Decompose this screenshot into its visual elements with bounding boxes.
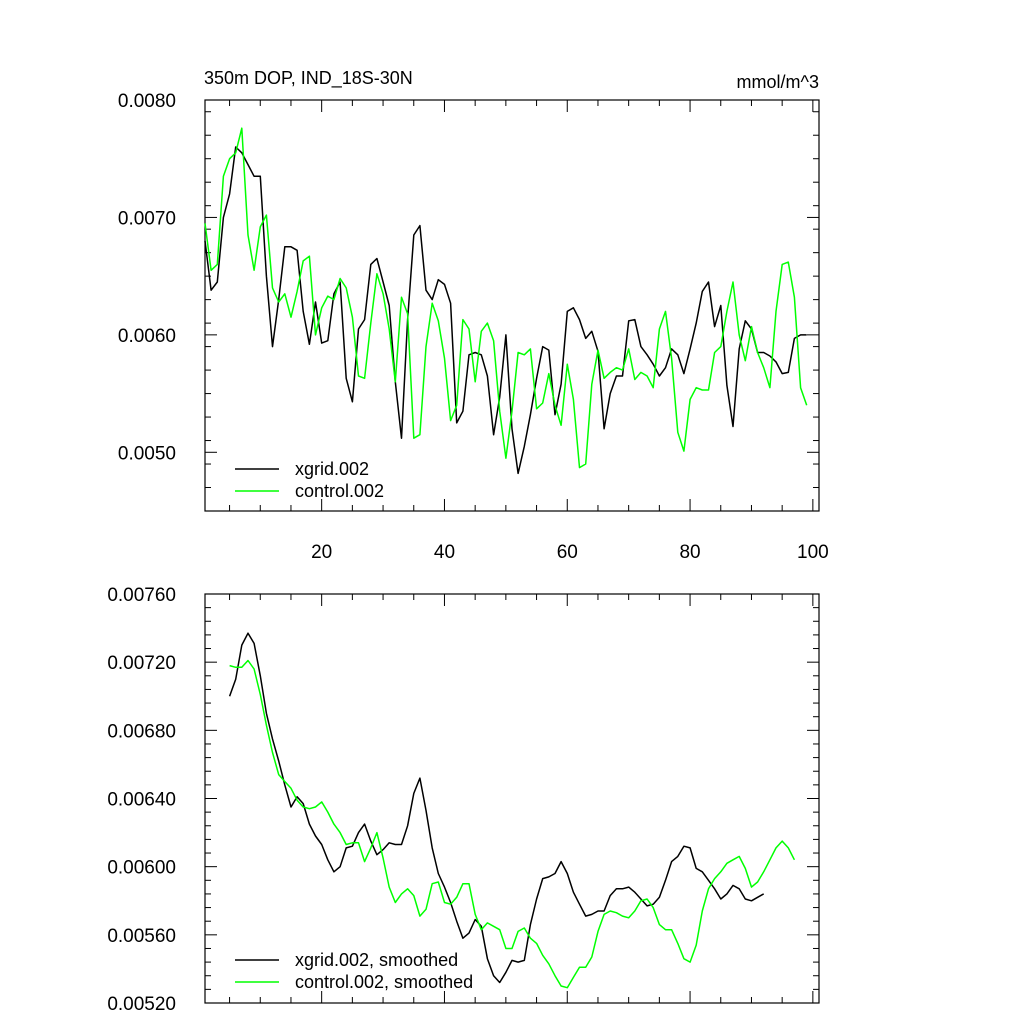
legend-label-xgrid-smoothed: xgrid.002, smoothed <box>295 950 458 970</box>
y-tick-label: 0.00560 <box>107 926 176 947</box>
y-tick-label: 0.0060 <box>118 326 176 347</box>
axis-ticks-bottom: 0.00520 0.00560 0.00600 0.00640 0.00680 0.007… <box>107 585 819 1015</box>
x-tick-label: 100 <box>797 542 829 563</box>
plot-frame-bottom <box>204 593 820 1004</box>
legend-bottom: xgrid.002, smoothed control.002, smoothe… <box>235 950 473 992</box>
y-tick-label: 0.00520 <box>107 994 176 1015</box>
series-line-xgrid-002 <box>204 146 807 475</box>
legend-label-xgrid: xgrid.002 <box>295 459 369 479</box>
units-label: mmol/m^3 <box>737 72 819 92</box>
y-tick-label: 0.00680 <box>107 721 176 742</box>
y-tick-label: 0.0070 <box>118 208 176 229</box>
x-tick-label: 60 <box>557 542 578 563</box>
y-tick-label: 0.0050 <box>118 443 176 464</box>
x-tick-label: 20 <box>311 542 332 563</box>
x-tick-label: 40 <box>434 542 455 563</box>
chart-title: 350m DOP, IND_18S-30N <box>204 68 413 89</box>
plot-frame-top <box>204 99 820 512</box>
legend-top: xgrid.002 control.002 <box>235 459 384 501</box>
axis-ticks-top: 0.0050 0.0060 0.0070 0.0080 20 40 60 80 100 <box>118 91 829 563</box>
series-line-control-002-smoothed <box>229 659 796 989</box>
y-tick-label: 0.00600 <box>107 858 176 879</box>
top-panel: 350m DOP, IND_18S-30N mmol/m^3 0.00500.0… <box>118 68 829 563</box>
y-tick-label: 0.0080 <box>118 91 176 112</box>
y-tick-label: 0.00720 <box>107 653 176 674</box>
series-lines-top <box>204 127 808 475</box>
legend-label-control: control.002 <box>295 481 384 501</box>
legend-label-control-smoothed: control.002, smoothed <box>295 972 473 992</box>
series-line-control-002 <box>204 127 808 469</box>
bottom-panel: 0.00520 0.00560 0.00600 0.00640 0.00680 0.007… <box>107 585 820 1015</box>
series-line-xgrid-002-smoothed <box>228 632 765 984</box>
series-lines-bottom <box>228 632 796 989</box>
y-tick-label: 0.00640 <box>107 790 176 811</box>
x-tick-label: 80 <box>679 542 700 563</box>
y-tick-label: 0.00760 <box>107 585 176 606</box>
